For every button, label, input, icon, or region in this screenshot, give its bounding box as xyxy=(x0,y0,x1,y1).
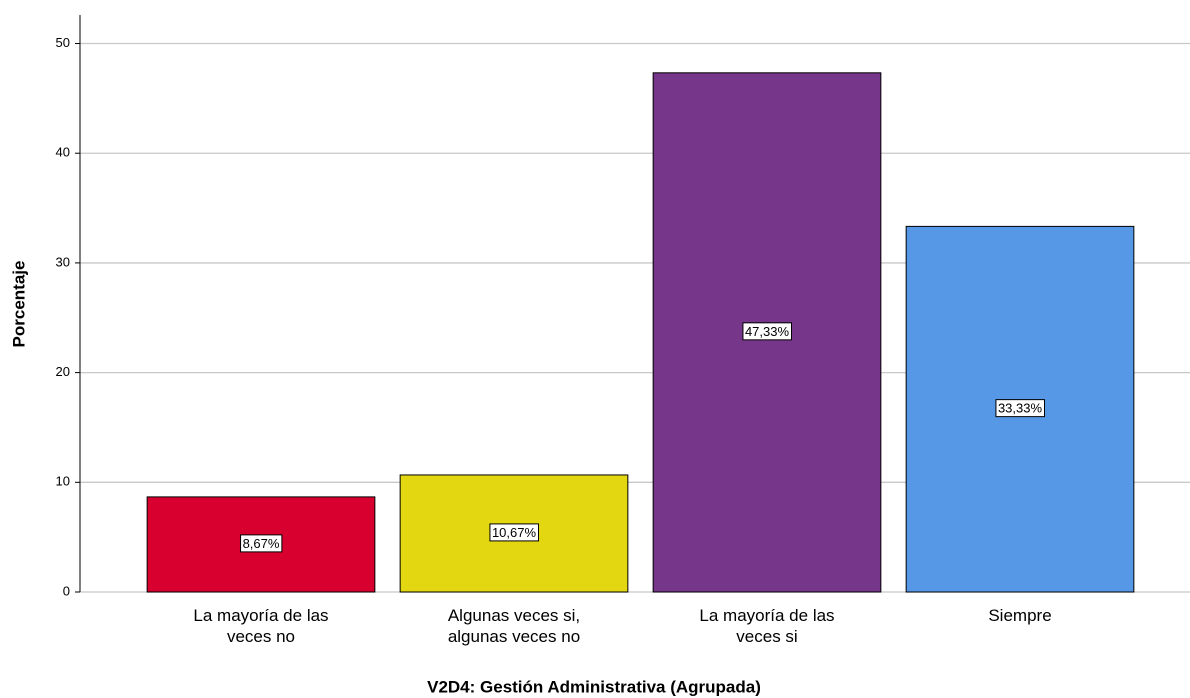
y-tick-label: 40 xyxy=(56,145,70,160)
value-label: 8,67% xyxy=(243,536,280,551)
value-label: 33,33% xyxy=(998,401,1043,416)
value-label-box xyxy=(995,399,1045,418)
value-label-box xyxy=(240,534,283,553)
value-label-box xyxy=(742,322,792,341)
x-tick-label: Siempre xyxy=(988,606,1051,625)
y-tick-label: 30 xyxy=(56,254,70,269)
x-axis-label: V2D4: Gestión Administrativa (Agrupada) xyxy=(427,677,761,696)
y-tick-label: 10 xyxy=(56,474,70,489)
x-tick-label: La mayoría de las veces si xyxy=(699,606,834,646)
y-tick-label: 0 xyxy=(63,583,70,598)
x-tick-label: Algunas veces si, algunas veces no xyxy=(448,606,580,646)
x-tick-label: La mayoría de las veces no xyxy=(193,606,328,646)
y-tick-label: 20 xyxy=(56,364,70,379)
value-label: 10,67% xyxy=(492,525,537,540)
y-tick-label: 50 xyxy=(56,35,70,50)
value-label: 47,33% xyxy=(745,324,790,339)
value-label-box xyxy=(489,523,539,542)
y-axis-label: Porcentaje xyxy=(9,261,28,348)
